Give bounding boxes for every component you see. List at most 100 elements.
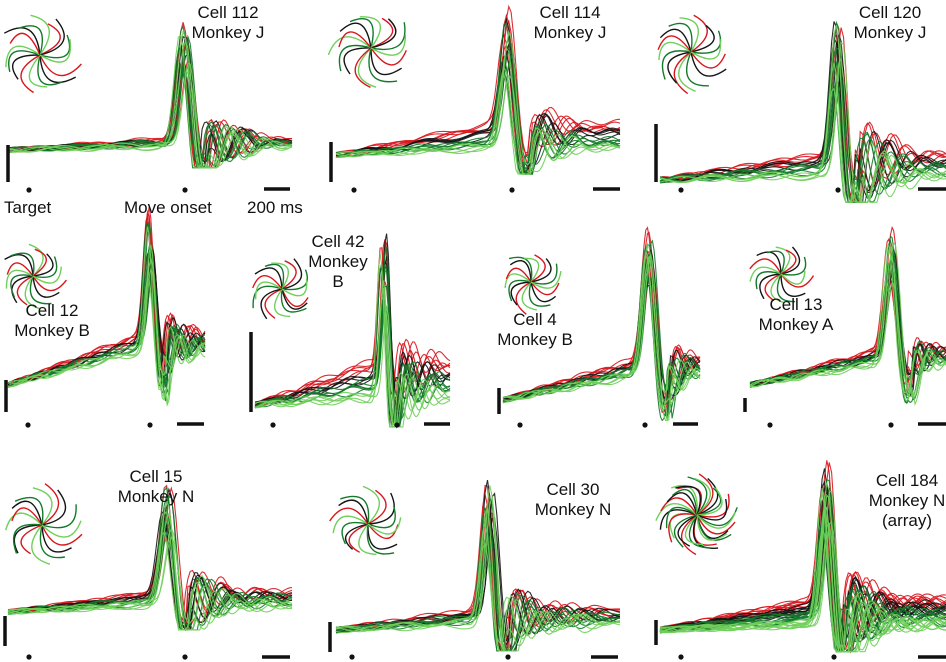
reach-path	[11, 275, 34, 304]
reach-path	[780, 256, 807, 276]
reach-trajectory-inset	[329, 485, 402, 556]
target-onset-dot	[678, 187, 684, 193]
neuron-trace-green_dark	[659, 522, 946, 652]
neuron-trace-green_dark	[335, 69, 621, 175]
reach-path	[770, 273, 785, 304]
reach-path	[32, 275, 67, 292]
reach-path	[354, 47, 372, 89]
panel-label-line: Cell 112	[197, 3, 258, 22]
neuron-trace-black	[335, 59, 621, 176]
reach-path	[370, 47, 407, 66]
reach-path	[749, 266, 782, 282]
reach-path	[780, 249, 797, 275]
reach-path	[370, 47, 402, 76]
reach-path	[780, 273, 806, 297]
reach-path	[370, 18, 397, 49]
reach-path	[530, 254, 546, 283]
move-onset-dot	[835, 187, 841, 193]
reach-path	[696, 477, 719, 516]
reach-path	[343, 47, 372, 75]
reach-path	[344, 523, 369, 550]
reach-path	[510, 281, 532, 306]
panel-p9	[335, 479, 621, 652]
neuron-trace-green_light	[335, 66, 621, 175]
target-onset-dot	[351, 187, 357, 193]
reach-path	[696, 514, 732, 541]
reach-path	[688, 514, 711, 549]
neuron-trace-red	[7, 517, 293, 631]
reach-path	[696, 487, 722, 516]
reach-path	[508, 256, 533, 283]
panel-label-line: Cell 30	[547, 480, 600, 499]
reach-path	[367, 489, 387, 525]
reach-path	[508, 279, 532, 302]
reach-path	[696, 487, 723, 516]
reach-path	[349, 18, 374, 49]
neuron-trace-green_light	[659, 490, 946, 653]
neuron-trace-green_dark	[335, 50, 621, 175]
neuron-trace-green_light	[749, 244, 946, 398]
neuron-trace-green_light	[7, 527, 293, 631]
neuron-trace-green_dark	[659, 521, 946, 653]
reach-path	[41, 504, 77, 529]
reach-path	[281, 258, 303, 290]
reach-path	[4, 254, 34, 277]
reach-path	[41, 483, 60, 526]
reach-path	[281, 288, 309, 307]
reach-path	[39, 54, 82, 77]
reach-path	[678, 51, 696, 92]
panel-label-line: Cell 12	[26, 301, 79, 320]
neuron-trace-green_dark	[659, 518, 946, 653]
reach-path	[24, 275, 41, 310]
neuron-trace-green_dark	[659, 522, 946, 653]
reach-path	[367, 505, 396, 529]
reach-path	[370, 34, 407, 56]
panel-label-line: Cell 13	[770, 295, 823, 314]
neuron-trace-green_dark	[7, 34, 293, 169]
reach-path	[31, 524, 51, 565]
reach-path	[264, 288, 283, 319]
reach-path	[9, 252, 35, 277]
neuron-trace-green_light	[659, 62, 946, 203]
reach-trajectory-inset	[655, 473, 738, 556]
neuron-trace-green_light	[502, 255, 701, 404]
reach-path	[32, 253, 54, 277]
reach-path	[252, 275, 283, 290]
panel-p5	[254, 233, 451, 429]
neuron-trace-green_dark	[335, 54, 621, 175]
neuron-trace-green_dark	[659, 50, 946, 203]
target-label: Target	[4, 198, 52, 217]
reach-path	[13, 524, 43, 554]
reach-path	[29, 275, 52, 305]
neuron-trace-red	[335, 43, 621, 166]
reach-trajectory-inset	[327, 16, 407, 89]
reach-path	[39, 524, 66, 559]
panel-p6	[502, 226, 701, 422]
reach-path	[280, 288, 307, 313]
reach-path	[755, 271, 782, 290]
reach-path	[37, 54, 63, 86]
reach-path	[32, 275, 60, 298]
neuron-trace-green_light	[659, 520, 946, 653]
target-onset-dot	[349, 654, 355, 660]
time-scale-label: 200 ms	[247, 198, 303, 217]
neuron-trace-black	[7, 510, 293, 632]
neuron-trace-green_light	[659, 87, 946, 203]
reach-path	[32, 266, 62, 284]
reach-path	[20, 524, 43, 555]
reach-path	[5, 45, 41, 68]
target-onset-dot	[270, 422, 276, 428]
neuron-trace-green_light	[254, 306, 451, 428]
neuron-trace-green_dark	[659, 82, 946, 203]
neuron-trace-green_light	[502, 250, 701, 409]
reach-path	[696, 511, 737, 529]
panel-p2	[335, 4, 621, 176]
reach-path	[30, 14, 50, 56]
label-layer: Target Move onset 200 ms Cell 112Monkey …	[4, 3, 945, 530]
reach-path	[696, 498, 728, 521]
reach-path	[668, 22, 693, 53]
reach-path	[696, 514, 736, 535]
reach-path	[366, 523, 395, 555]
reach-trajectory-inset	[657, 14, 727, 95]
move-onset-dot	[642, 422, 648, 428]
